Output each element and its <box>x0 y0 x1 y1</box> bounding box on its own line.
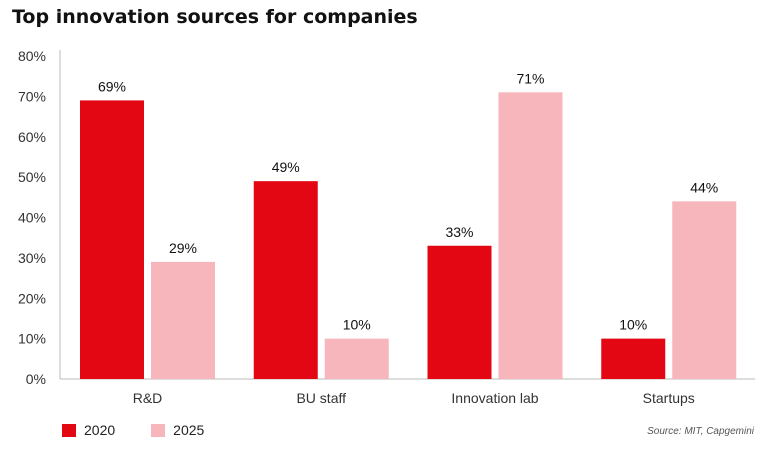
x-tick-label: Innovation lab <box>451 390 538 406</box>
legend-label-2025: 2025 <box>173 422 205 438</box>
data-label: 49% <box>272 159 300 175</box>
legend-swatch-2020 <box>62 423 76 437</box>
data-label: 71% <box>516 70 544 86</box>
y-tick-label: 40% <box>18 210 46 226</box>
chart-title: Top innovation sources for companies <box>12 6 418 28</box>
x-tick-label: R&D <box>133 390 163 406</box>
x-tick-label: BU staff <box>296 390 346 406</box>
source-note: Source: MIT, Capgemini <box>647 426 754 437</box>
bar-2020 <box>601 338 666 379</box>
y-tick-label: 80% <box>18 48 46 64</box>
data-label: 44% <box>690 179 718 195</box>
legend-label-2020: 2020 <box>84 422 116 438</box>
legend: 2020 2025 <box>62 422 240 438</box>
y-tick-label: 60% <box>18 129 46 145</box>
bar-2025 <box>324 338 389 379</box>
data-label: 10% <box>619 317 647 333</box>
legend-swatch-2025 <box>151 423 166 437</box>
y-tick-label: 20% <box>18 290 46 306</box>
data-label: 33% <box>445 224 473 240</box>
bar-2020 <box>253 181 318 379</box>
y-tick-label: 30% <box>18 250 46 266</box>
legend-item-2020: 2020 <box>62 422 115 438</box>
y-tick-label: 0% <box>26 371 46 387</box>
y-tick-label: 10% <box>18 331 46 347</box>
y-tick-label: 50% <box>18 169 46 185</box>
y-tick-label: 70% <box>18 88 46 104</box>
bar-2020 <box>80 100 144 379</box>
data-label: 10% <box>343 317 371 333</box>
data-label: 29% <box>169 240 197 256</box>
bar-2025 <box>151 261 215 379</box>
x-tick-label: Startups <box>643 390 695 406</box>
bar-2025 <box>672 201 737 379</box>
data-label: 69% <box>98 78 126 94</box>
bar-2020 <box>427 245 492 379</box>
bar-2025 <box>498 92 563 380</box>
legend-item-2025: 2025 <box>151 422 204 438</box>
bar-chart: 0% 10% 20% 30% 40% 50% 60% 70% 80% 69% 29% R&D 49% 10… <box>18 48 755 406</box>
